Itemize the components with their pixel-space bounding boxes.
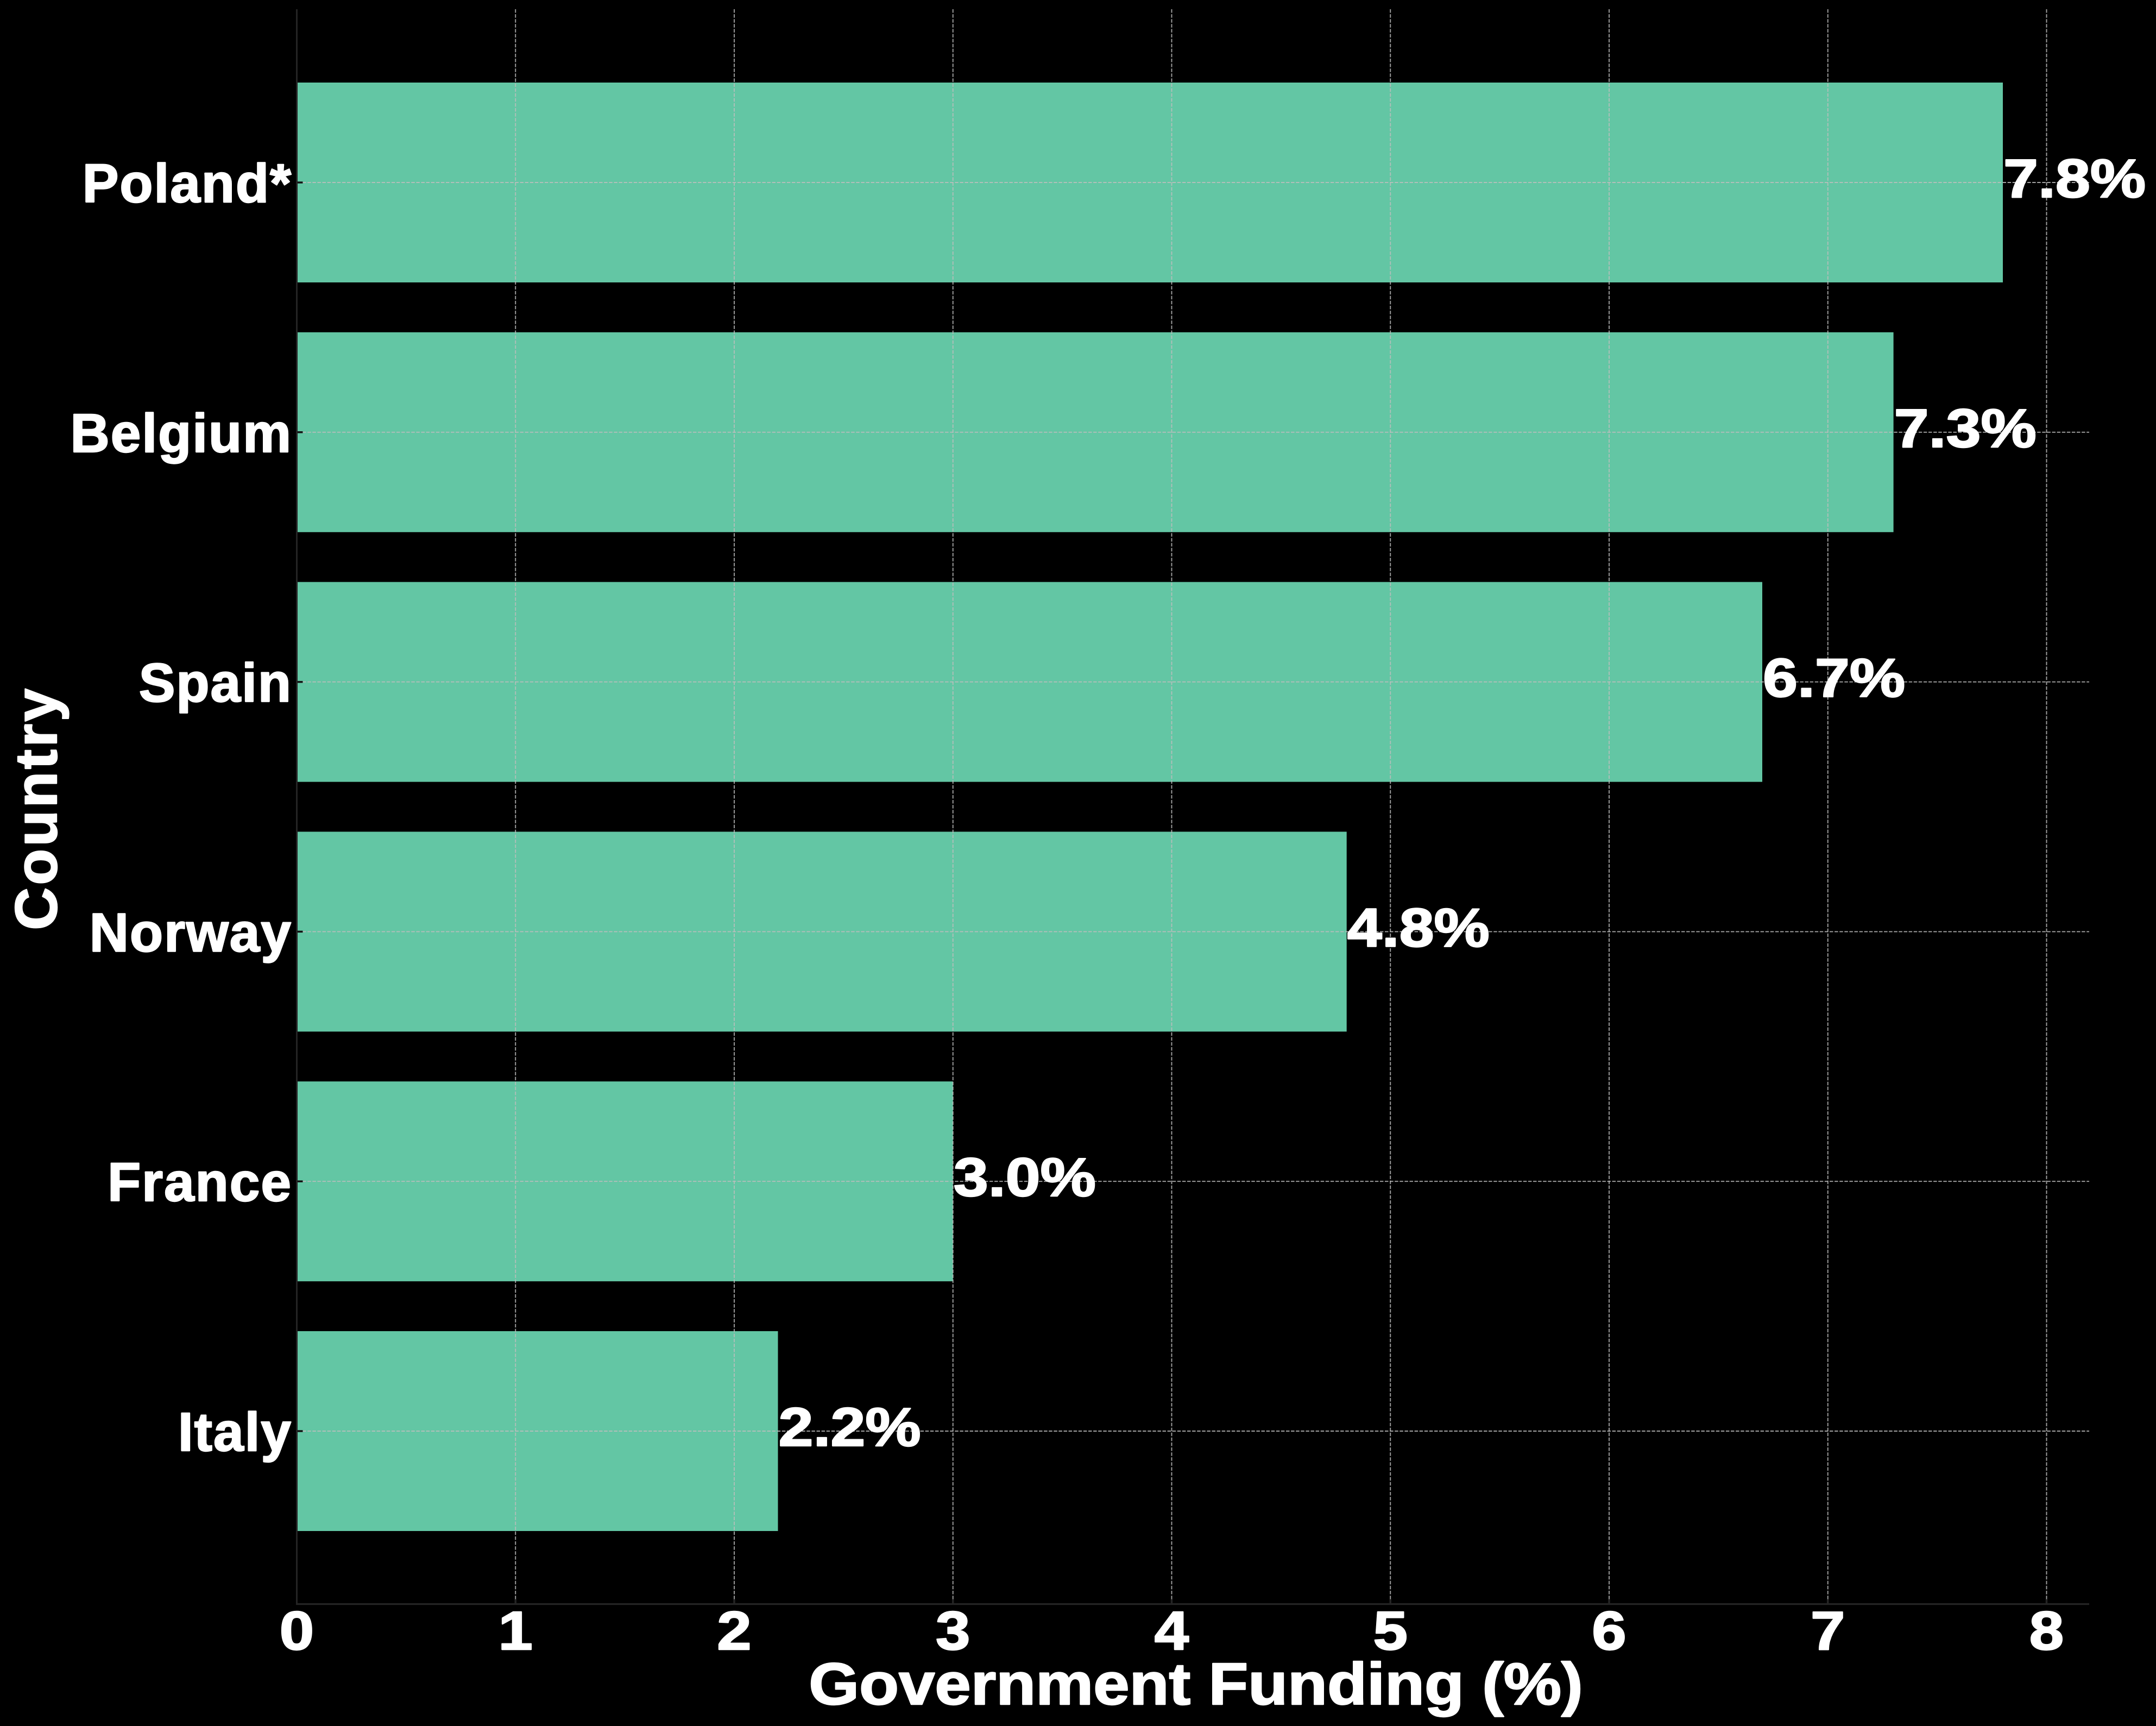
svg-text:Country: Country [3, 686, 70, 930]
svg-text:4.8%: 4.8% [1347, 897, 1490, 958]
svg-text:8: 8 [2029, 1601, 2064, 1661]
svg-text:7.8%: 7.8% [2003, 148, 2146, 209]
svg-text:1: 1 [499, 1601, 533, 1661]
svg-text:6: 6 [1592, 1601, 1626, 1661]
svg-text:2: 2 [717, 1601, 751, 1661]
svg-text:Belgium: Belgium [71, 403, 292, 464]
svg-text:0: 0 [280, 1601, 314, 1661]
svg-text:France: France [108, 1152, 292, 1213]
svg-text:7.3%: 7.3% [1894, 398, 2037, 458]
svg-text:5: 5 [1373, 1601, 1408, 1661]
svg-text:Italy: Italy [178, 1402, 292, 1463]
svg-text:3.0%: 3.0% [954, 1147, 1096, 1207]
svg-text:Government Funding (%): Government Funding (%) [809, 1652, 1583, 1717]
svg-text:4: 4 [1155, 1601, 1189, 1661]
svg-text:7: 7 [1811, 1601, 1845, 1661]
svg-text:Spain: Spain [139, 653, 292, 714]
svg-text:Norway: Norway [90, 902, 292, 963]
svg-text:3: 3 [936, 1601, 970, 1661]
svg-text:2.2%: 2.2% [779, 1396, 921, 1457]
svg-text:Poland*: Poland* [83, 153, 292, 214]
svg-text:6.7%: 6.7% [1763, 647, 1905, 708]
